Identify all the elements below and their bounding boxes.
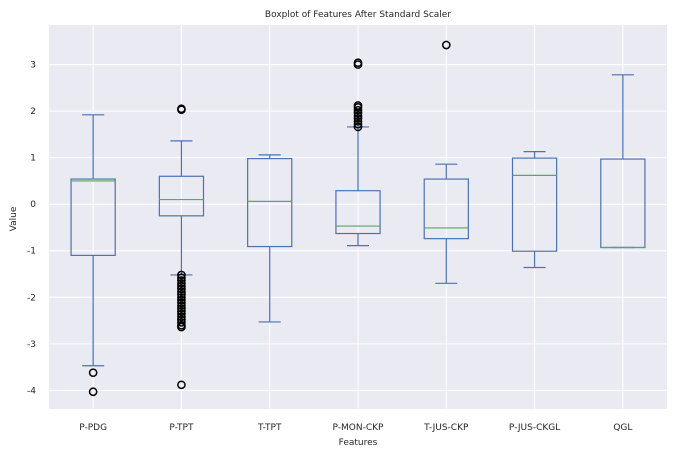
box-t-tpt — [247, 154, 293, 323]
outlier-point — [177, 276, 186, 285]
x-tick-label: P-PDG — [79, 423, 107, 433]
outlier-point — [353, 119, 363, 129]
y-tick-label: 0 — [30, 200, 36, 210]
outlier-point — [177, 309, 186, 319]
outlier-point — [177, 298, 186, 308]
outlier-point — [353, 105, 363, 115]
box-iqr — [247, 157, 293, 248]
y-tick-label: -4 — [27, 386, 36, 396]
outlier-point — [353, 111, 363, 121]
y-axis-label: Value — [9, 206, 19, 231]
outlier-point — [177, 304, 186, 313]
outlier-point — [177, 104, 186, 114]
y-tick-label: 3 — [30, 61, 36, 71]
box-iqr — [335, 190, 381, 235]
outlier-point — [177, 292, 186, 302]
outlier-point — [353, 101, 363, 110]
box-iqr — [70, 178, 116, 257]
x-tick-label: T-TPT — [257, 423, 282, 433]
box-p-tpt — [158, 104, 205, 390]
outlier-point — [177, 278, 186, 288]
outlier-point — [177, 322, 186, 332]
box-p-mon-ckp — [335, 58, 381, 247]
x-tick-label: P-MON-CKP — [333, 423, 384, 433]
outlier-point — [177, 380, 186, 390]
outlier-point — [353, 116, 363, 126]
x-tick-label: P-TPT — [169, 423, 194, 433]
y-tick-label: -3 — [27, 340, 36, 350]
outlier-point — [88, 368, 98, 378]
x-tick-label: P-JUS-CKGL — [509, 423, 560, 433]
box-qgl — [600, 74, 646, 249]
outlier-point — [353, 122, 363, 132]
outlier-point — [88, 387, 98, 397]
x-tick-label: QGL — [613, 423, 632, 433]
y-tick-label: 2 — [30, 107, 36, 117]
outlier-point — [353, 114, 363, 123]
outlier-point — [353, 58, 363, 68]
outlier-point — [177, 295, 186, 305]
outlier-point — [177, 312, 186, 322]
outlier-point — [177, 287, 186, 297]
outlier-point — [441, 40, 451, 50]
box-p-jus-ckgl — [511, 151, 558, 269]
box-iqr — [158, 175, 205, 217]
box-p-pdg — [70, 114, 116, 397]
y-tick-label: -1 — [27, 247, 36, 257]
box-iqr — [511, 157, 558, 252]
outlier-point — [177, 306, 186, 316]
outlier-point — [177, 281, 186, 291]
y-tick-label: 1 — [30, 154, 36, 164]
x-tick-label: T-JUS-CKP — [423, 423, 469, 433]
y-tick-label: -2 — [27, 293, 36, 303]
outlier-point — [177, 270, 186, 280]
tick-layer: -4 -3 -2 -1 0 1 2 3 P-PDG P-TPT T-TPT P-MON-CKP T-JU… — [27, 61, 632, 433]
box-iqr — [423, 178, 469, 240]
chart-title: Boxplot of Features After Standard Scale… — [265, 10, 451, 20]
x-axis-label: Features — [339, 438, 378, 448]
outlier-point — [177, 318, 186, 327]
box-layer — [70, 40, 646, 397]
outlier-point — [177, 301, 186, 311]
outlier-point — [177, 273, 186, 283]
outlier-point — [177, 290, 186, 299]
outlier-point — [177, 284, 186, 294]
box-t-jus-ckp — [423, 40, 469, 284]
